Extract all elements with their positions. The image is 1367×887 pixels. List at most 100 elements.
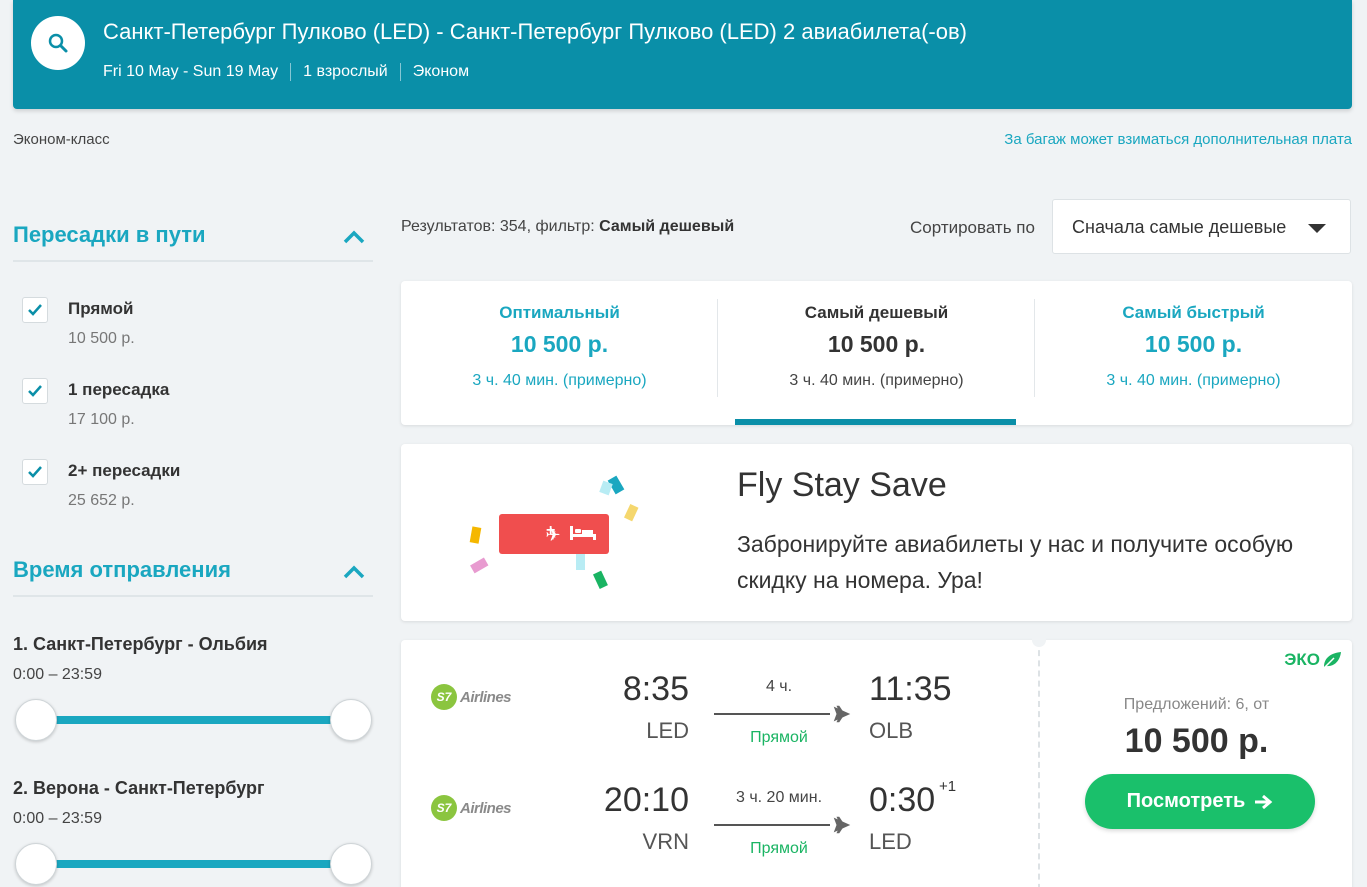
checkmark-icon: [28, 466, 42, 478]
plane-icon: [833, 705, 851, 723]
airline-logo: S7 Airlines: [431, 795, 512, 821]
route-line: [714, 713, 830, 715]
stops-filter-heading[interactable]: Пересадки в пути: [13, 222, 373, 262]
tab-label: Самый дешевый: [804, 303, 949, 322]
promo-title: Fly Stay Save: [737, 466, 947, 504]
results-count: Результатов: 354, фильтр:: [401, 218, 595, 235]
departure-filter-title: Время отправления: [13, 557, 231, 582]
checkbox[interactable]: [22, 378, 48, 404]
search-button[interactable]: [31, 16, 85, 70]
slider-handle-start[interactable]: [15, 843, 57, 885]
tab-label: Самый быстрый: [1122, 303, 1265, 322]
tab-duration: 3 ч. 40 мин. (примерно): [1106, 372, 1281, 389]
chevron-up-icon[interactable]: [341, 224, 367, 250]
divider: [1034, 299, 1035, 397]
route-title: 1. Санкт-Петербург - Ольбия: [13, 634, 268, 654]
route-time-range: 0:00 – 23:59: [13, 666, 102, 683]
departure-time: 8:35: [622, 670, 689, 708]
stops-filter-title: Пересадки в пути: [13, 222, 206, 247]
chevron-up-icon[interactable]: [341, 559, 367, 585]
search-passengers: 1 взрослый: [303, 63, 388, 80]
stop-label: 2+ пересадки: [68, 461, 181, 480]
flight-duration: 4 ч.: [765, 678, 793, 695]
stop-label: 1 пересадка: [68, 380, 170, 399]
arrow-right-icon: [1255, 794, 1273, 809]
airline-name: Airlines: [460, 799, 512, 817]
view-flight-button[interactable]: Посмотреть: [1085, 774, 1315, 829]
airline-logo: S7 Airlines: [431, 684, 512, 710]
baggage-fee-link[interactable]: За багаж может взиматься дополнительная …: [1004, 131, 1352, 148]
s7-logo-icon: S7: [431, 795, 457, 821]
airline-name: Airlines: [460, 688, 512, 706]
view-button-label: Посмотреть: [1126, 790, 1246, 812]
slider-track[interactable]: [35, 716, 352, 724]
divider: [399, 63, 401, 81]
arrival-time: 0:30: [869, 781, 936, 819]
offers-count: Предложений: 6, от: [1123, 696, 1270, 713]
sort-dropdown[interactable]: Сначала самые дешевые: [1052, 199, 1351, 254]
results-summary: Результатов: 354, фильтр: Самый дешевый: [401, 218, 734, 236]
stop-label: Прямой: [68, 299, 134, 318]
sort-value: Сначала самые дешевые: [1072, 217, 1287, 237]
route-line: [714, 824, 830, 826]
arrival-time: 11:35: [869, 670, 952, 708]
slider-track[interactable]: [35, 860, 352, 868]
svg-text:✈: ✈: [545, 525, 560, 546]
promo-text: Забронируйте авиабилеты у нас и получите…: [737, 531, 1294, 593]
arrival-airport: LED: [869, 829, 912, 854]
search-route-title: Санкт-Петербург Пулково (LED) - Санкт-Пе…: [103, 19, 967, 44]
search-dates: Fri 10 May - Sun 19 May: [103, 63, 279, 80]
eco-badge: ЭКО: [1284, 650, 1342, 670]
flight-price: 10 500 р.: [1124, 722, 1269, 760]
s7-logo-icon: S7: [431, 684, 457, 710]
tab-price: 10 500 р.: [827, 331, 926, 357]
departure-time-slider[interactable]: [15, 842, 372, 886]
search-details: Fri 10 May - Sun 19 May 1 взрослый Эконо…: [103, 63, 469, 81]
route-title: 2. Верона - Санкт-Петербург: [13, 778, 265, 798]
tab-duration: 3 ч. 40 мин. (примерно): [472, 372, 647, 389]
tab-duration: 3 ч. 40 мин. (примерно): [789, 372, 964, 389]
eco-label: ЭКО: [1284, 650, 1320, 669]
flight-type: Прямой: [750, 840, 808, 857]
sort-label: Сортировать по: [910, 218, 1035, 237]
checkbox[interactable]: [22, 459, 48, 485]
tab-price: 10 500 р.: [510, 331, 609, 357]
flight-result-card[interactable]: S7 Airlines 8:35 LED 4 ч. Прямой 11:35 O…: [401, 633, 1352, 887]
departure-time: 20:10: [603, 781, 689, 819]
search-summary-header[interactable]: Санкт-Петербург Пулково (LED) - Санкт-Пе…: [13, 0, 1352, 109]
tab-price: 10 500 р.: [1144, 331, 1243, 357]
bed-icon: [570, 526, 596, 540]
tab-label: Оптимальный: [499, 303, 620, 322]
stop-price: 25 652 р.: [68, 492, 135, 509]
stop-price: 10 500 р.: [68, 330, 135, 347]
tab-optimal[interactable]: Оптимальный 10 500 р. 3 ч. 40 мин. (прим…: [401, 281, 718, 425]
flight-type: Прямой: [750, 729, 808, 746]
card-notch: [1032, 633, 1046, 647]
active-tab-indicator: [735, 419, 1016, 425]
tab-cheapest[interactable]: Самый дешевый 10 500 р. 3 ч. 40 мин. (пр…: [718, 281, 1035, 425]
checkmark-icon: [28, 385, 42, 397]
divider: [290, 63, 292, 81]
slider-handle-end[interactable]: [330, 843, 372, 885]
promo-badge-plus: +: [546, 522, 556, 539]
leaf-icon: [1323, 652, 1341, 669]
checkmark-icon: [28, 304, 42, 316]
divider: [1038, 640, 1040, 887]
next-day-indicator: +1: [939, 778, 957, 795]
promo-banner[interactable]: ✈ + Fly Stay Save Забронируйте авиабилет…: [401, 444, 1352, 621]
tab-fastest[interactable]: Самый быстрый 10 500 р. 3 ч. 40 мин. (пр…: [1035, 281, 1352, 425]
cabin-class-label: Эконом-класс: [13, 131, 110, 148]
arrival-airport: OLB: [869, 718, 914, 743]
slider-handle-start[interactable]: [15, 699, 57, 741]
stop-price: 17 100 р.: [68, 411, 135, 428]
search-cabin: Эконом: [412, 63, 470, 80]
departure-time-slider[interactable]: [15, 698, 372, 742]
caret-down-icon: [1308, 224, 1326, 233]
slider-handle-end[interactable]: [330, 699, 372, 741]
departure-filter-heading[interactable]: Время отправления: [13, 557, 373, 597]
divider: [717, 299, 718, 397]
active-filter: Самый дешевый: [599, 218, 735, 235]
checkbox[interactable]: [22, 297, 48, 323]
route-time-range: 0:00 – 23:59: [13, 810, 102, 827]
departure-airport: LED: [646, 718, 689, 743]
